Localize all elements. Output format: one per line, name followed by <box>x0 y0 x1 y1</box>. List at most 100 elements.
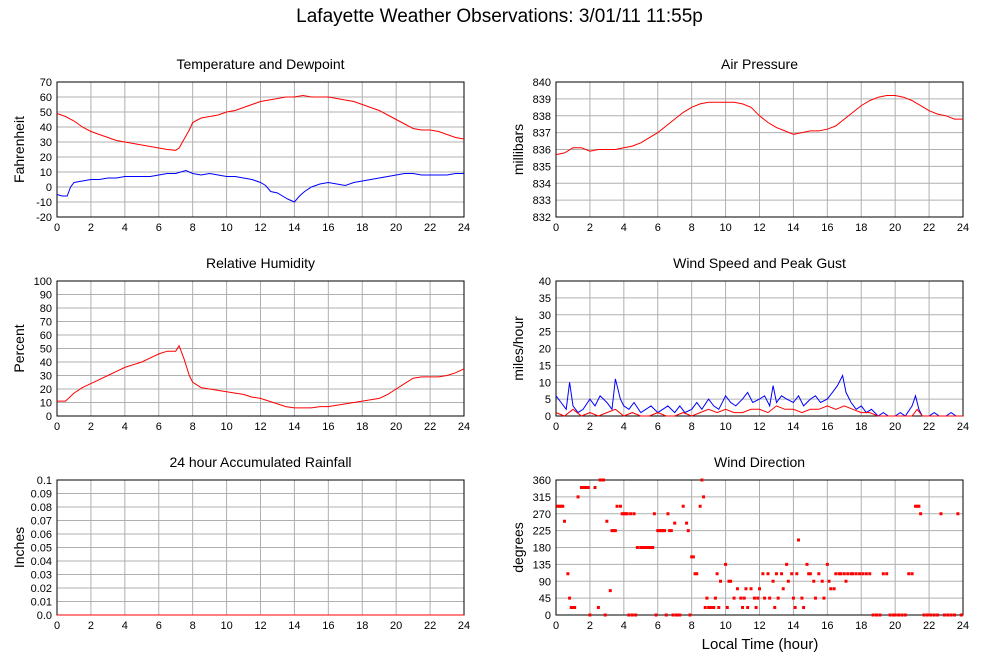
data-point <box>613 529 617 533</box>
data-point <box>800 596 804 600</box>
data-point <box>566 572 570 576</box>
data-point <box>768 596 772 600</box>
y-tick-label: 45 <box>539 593 551 605</box>
y-axis-label: millibars <box>510 124 526 175</box>
x-tick-label: 12 <box>753 421 765 433</box>
data-point <box>688 613 692 617</box>
x-tick-label: 8 <box>190 222 196 234</box>
data-point <box>598 478 602 482</box>
y-axis-label: degrees <box>510 522 526 573</box>
x-tick-label: 0 <box>54 222 60 234</box>
data-point <box>849 572 853 576</box>
x-tick-label: 20 <box>889 620 901 632</box>
data-point <box>654 613 658 617</box>
x-tick-label: 16 <box>821 222 833 234</box>
chart-title: Wind Speed and Peak Gust <box>673 255 846 271</box>
x-tick-label: 16 <box>821 620 833 632</box>
x-tick-label: 24 <box>957 620 969 632</box>
y-tick-label: 360 <box>533 475 551 487</box>
x-tick-label: 10 <box>719 620 731 632</box>
data-point <box>807 572 811 576</box>
x-tick-label: 10 <box>719 421 731 433</box>
y-tick-label: 833 <box>533 195 551 207</box>
x-tick-label: 24 <box>957 421 969 433</box>
x-tick-label: 24 <box>458 620 470 632</box>
x-tick-label: 16 <box>322 620 334 632</box>
y-tick-label: 15 <box>539 360 551 372</box>
x-tick-label: 18 <box>855 421 867 433</box>
data-point <box>885 572 889 576</box>
x-tick-label: 14 <box>787 620 799 632</box>
x-tick-label: 22 <box>424 620 436 632</box>
y-tick-label: 90 <box>40 290 52 302</box>
data-point <box>752 596 756 600</box>
x-tick-label: 18 <box>855 620 867 632</box>
chart-title: Temperature and Dewpoint <box>176 56 344 72</box>
data-point <box>739 596 743 600</box>
data-point <box>605 519 609 523</box>
data-point <box>724 562 728 566</box>
data-point <box>561 504 565 508</box>
y-tick-label: 0 <box>545 610 551 622</box>
x-tick-label: 8 <box>190 620 196 632</box>
y-tick-label: 837 <box>533 128 551 140</box>
y-axis-label: miles/hour <box>510 316 526 381</box>
x-tick-label: 0 <box>553 222 559 234</box>
plot-frame <box>555 280 964 417</box>
x-tick-label: 0 <box>54 421 60 433</box>
data-point <box>571 606 575 609</box>
data-point <box>646 546 650 549</box>
y-tick-label: 100 <box>34 276 52 288</box>
data-point <box>875 613 879 617</box>
y-tick-label: 25 <box>539 327 551 339</box>
data-point <box>700 478 704 482</box>
data-point <box>712 606 716 609</box>
y-axis-label: Fahrenheit <box>11 116 27 183</box>
data-point <box>579 486 583 489</box>
x-tick-label: 14 <box>787 421 799 433</box>
x-tick-label: 2 <box>587 421 593 433</box>
y-tick-label: 0.0 <box>37 610 52 622</box>
data-point <box>797 538 801 542</box>
data-point <box>802 606 806 609</box>
data-point <box>600 478 604 482</box>
data-point <box>651 546 655 549</box>
data-point <box>702 495 706 499</box>
data-point <box>618 504 622 508</box>
data-point <box>703 606 707 609</box>
data-point <box>686 529 690 533</box>
y-tick-label: 80 <box>40 303 52 315</box>
x-tick-label: 18 <box>356 620 368 632</box>
y-axis-label: Inches <box>11 527 27 568</box>
y-tick-label: 10 <box>539 377 551 389</box>
y-tick-label: 0 <box>46 182 52 194</box>
data-point <box>766 572 770 576</box>
data-point <box>715 572 719 576</box>
x-tick-label: 10 <box>719 222 731 234</box>
data-point <box>557 504 561 508</box>
x-tick-label: 18 <box>356 222 368 234</box>
y-tick-label: 835 <box>533 161 551 173</box>
data-point <box>907 572 911 576</box>
data-point <box>956 512 960 516</box>
y-tick-label: 832 <box>533 212 551 224</box>
data-point <box>674 613 678 617</box>
x-tick-label: 2 <box>88 222 94 234</box>
data-point <box>785 562 789 566</box>
data-point <box>681 504 685 508</box>
x-tick-label: 2 <box>587 222 593 234</box>
data-point <box>601 478 605 482</box>
data-point <box>888 613 892 617</box>
data-point <box>690 555 694 559</box>
x-tick-label: 14 <box>288 421 300 433</box>
data-point <box>813 596 817 600</box>
y-tick-label: 135 <box>533 559 551 571</box>
data-point <box>705 596 709 600</box>
data-point <box>939 512 943 516</box>
y-tick-label: 225 <box>533 526 551 538</box>
data-point <box>581 486 585 489</box>
data-point <box>793 606 797 609</box>
data-point <box>676 613 680 617</box>
